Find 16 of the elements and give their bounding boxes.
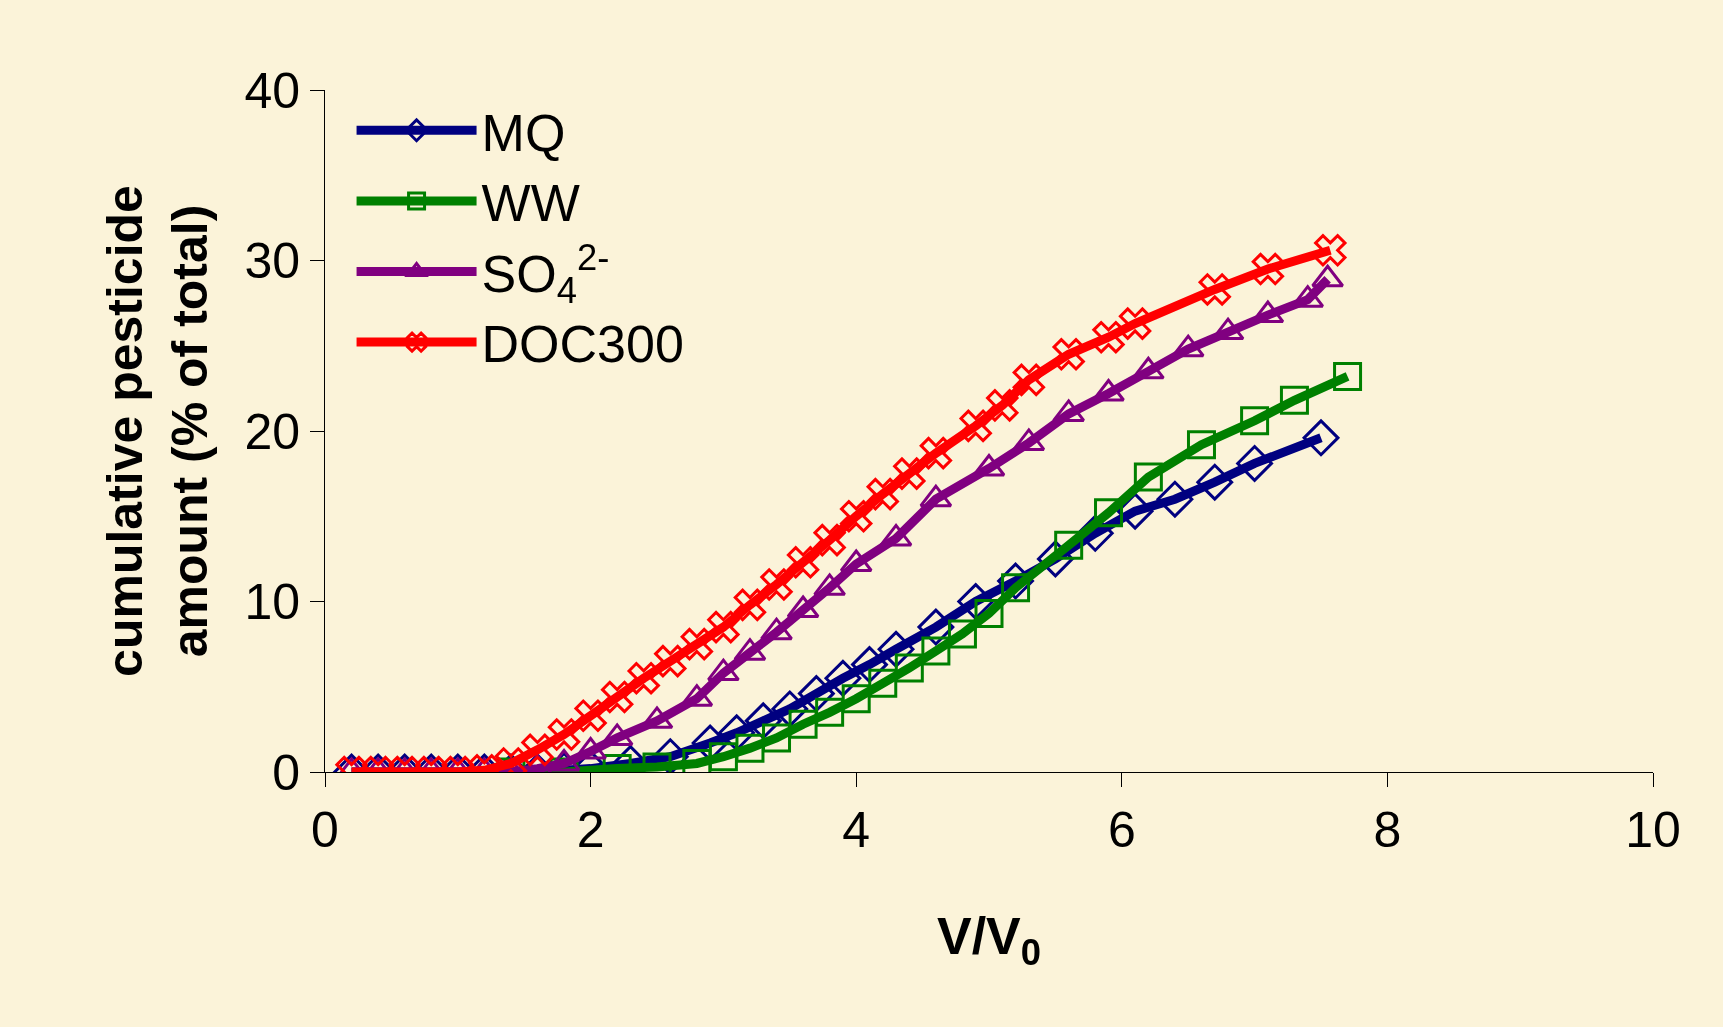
y-axis-title: cumulative pesticide amount (% of total) xyxy=(97,185,219,677)
y-tick-label: 0 xyxy=(272,744,300,801)
x-axis-title: V/V$_{0}$ xyxy=(936,906,1042,973)
x-tick-label: 0 xyxy=(311,802,339,858)
x-tick-label: 10 xyxy=(1625,802,1681,858)
x-tick-label: 6 xyxy=(1107,802,1136,858)
y-tick-label: 30 xyxy=(244,233,300,289)
legend-label: MQ xyxy=(481,103,566,162)
x-tick-label: 2 xyxy=(576,802,605,858)
y-tick-label: 40 xyxy=(244,62,300,119)
legend-label: DOC300 xyxy=(481,315,684,374)
x-tick-label: 4 xyxy=(842,802,871,858)
y-tick-label: 10 xyxy=(244,574,300,630)
y-tick-label: 20 xyxy=(244,403,300,460)
legend-label: WW xyxy=(481,174,580,233)
x-tick-label: 8 xyxy=(1373,802,1402,858)
